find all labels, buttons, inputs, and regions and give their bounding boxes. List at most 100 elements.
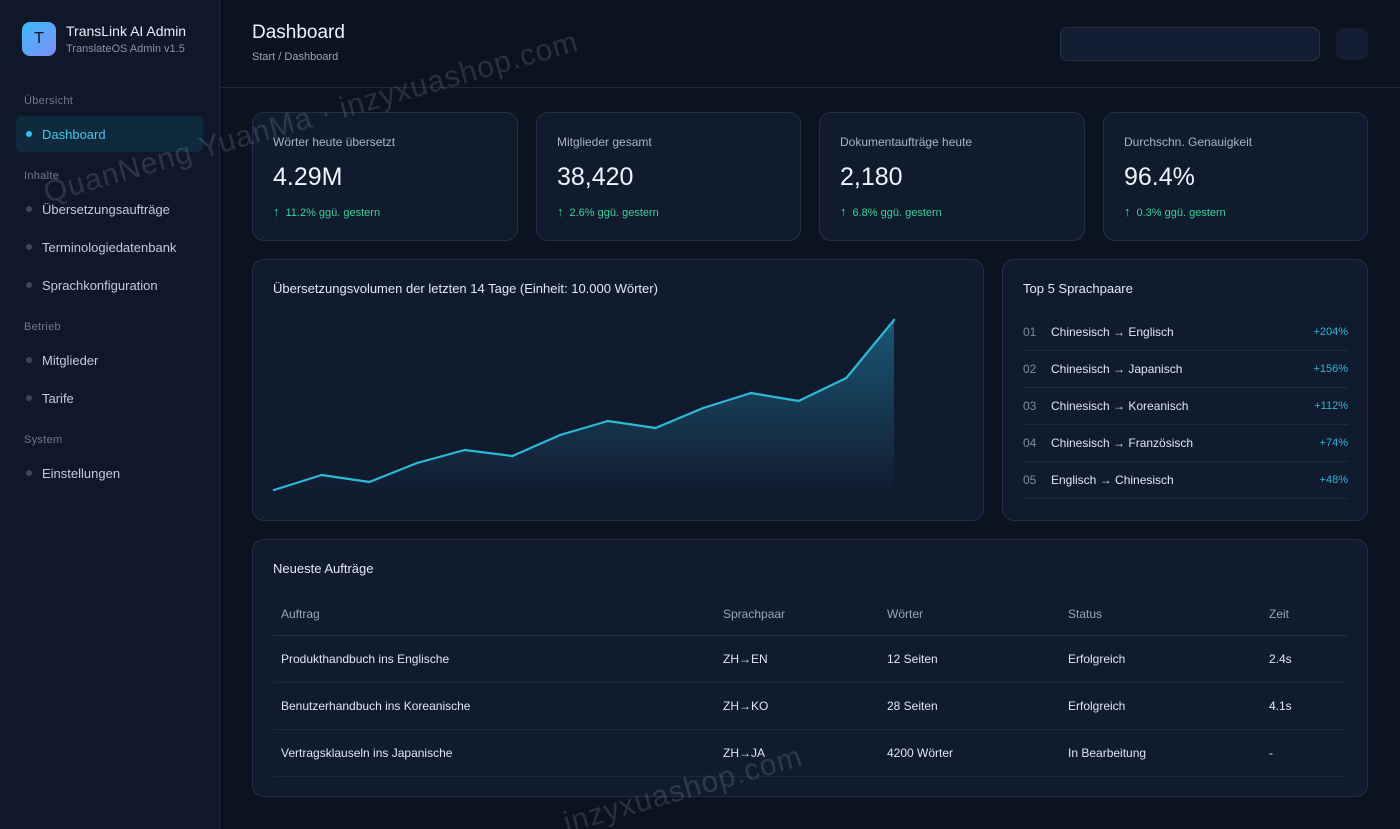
chart-point-8: [606, 419, 610, 423]
column-header-status: Status: [1060, 594, 1261, 636]
nav-section-operations: Betrieb: [24, 321, 61, 333]
chart-point-3: [368, 480, 371, 484]
chart-point-11: [749, 391, 753, 395]
chart-point-9: [654, 426, 657, 430]
cell-time: 4.1s: [1261, 682, 1347, 730]
sidebar-item-translation-jobs[interactable]: Übersetzungsaufträge: [16, 191, 203, 227]
arrow-up-icon: ↑: [840, 204, 847, 219]
pair-name: Chinesisch → Koreanisch: [1051, 399, 1189, 413]
nav-dot-icon: [26, 395, 32, 401]
sidebar-item-language-config[interactable]: Sprachkonfiguration: [16, 267, 203, 303]
cell-time: -: [1261, 729, 1347, 777]
chart-point-6: [511, 454, 514, 458]
status-badge: Erfolgreich: [1060, 635, 1261, 683]
chart-point-5: [463, 448, 466, 452]
list-item: 05 Englisch → Chinesisch +48%: [1023, 462, 1348, 499]
cell-task: Benutzerhandbuch ins Koreanische: [273, 682, 715, 730]
latest-orders-title: Neueste Aufträge: [273, 561, 374, 576]
cell-words: 28 Seiten: [879, 682, 1060, 730]
arrow-up-icon: ↑: [273, 204, 280, 219]
top-pairs-list: 01 Chinesisch → Englisch +204% 02 Chines…: [1023, 314, 1348, 499]
table-row[interactable]: Vertragsklauseln ins Japanische ZH→JA 42…: [273, 729, 1347, 777]
cell-time: 2.4s: [1261, 635, 1347, 683]
pair-name: Chinesisch → Japanisch: [1051, 362, 1183, 376]
stat-change-text: 2.6% ggü. gestern: [569, 207, 659, 219]
sidebar-item-label: Tarife: [42, 390, 74, 406]
stat-value: 38,420: [557, 163, 634, 191]
chart-series-line: [273, 319, 895, 492]
nav-dot-icon: [26, 131, 32, 137]
cell-words: 4200 Wörter: [879, 729, 1060, 777]
pair-growth: +74%: [1319, 437, 1348, 449]
sidebar-item-members[interactable]: Mitglieder: [16, 342, 203, 378]
pair-growth: +112%: [1314, 400, 1348, 412]
table-row[interactable]: Benutzerhandbuch ins Koreanische ZH→KO 2…: [273, 682, 1347, 730]
nav-dot-icon: [26, 470, 32, 476]
column-header-pair: Sprachpaar: [715, 594, 879, 636]
stat-card-words-today: Wörter heute übersetzt 4.29M ↑ 11.2% ggü.…: [252, 112, 518, 241]
sidebar-item-settings[interactable]: Einstellungen: [16, 455, 203, 491]
orders-table: Auftrag Sprachpaar Wörter Status Zeit Pr…: [273, 594, 1347, 777]
pair-growth: +156%: [1313, 363, 1348, 375]
brand-logo: T: [22, 22, 56, 56]
chart-point-14: [892, 318, 896, 322]
brand-title: TransLink AI Admin: [66, 23, 187, 39]
search-input[interactable]: [1060, 27, 1320, 61]
sidebar-item-dashboard[interactable]: Dashboard: [16, 116, 203, 152]
chart-point-13: [845, 376, 848, 380]
chart-point-10: [702, 406, 705, 410]
volume-chart: [272, 318, 896, 495]
sidebar-item-terminology[interactable]: Terminologiedatenbank: [16, 229, 203, 265]
nav-section-content: Inhalte: [24, 170, 60, 182]
pair-growth: +204%: [1313, 326, 1348, 338]
nav-section-overview: Übersicht: [24, 95, 74, 107]
stat-card-document-jobs: Dokumentaufträge heute 2,180 ↑ 6.8% ggü. …: [819, 112, 1085, 241]
table-row[interactable]: Produkthandbuch ins Englische ZH→EN 12 S…: [273, 635, 1347, 683]
chart-area-fill: [274, 320, 894, 495]
stat-change: ↑ 11.2% ggü. gestern: [273, 204, 380, 219]
latest-orders-panel: Neueste Aufträge Auftrag Sprachpaar Wört…: [252, 539, 1368, 797]
nav-dot-icon: [26, 282, 32, 288]
stat-value: 96.4%: [1124, 163, 1195, 191]
chart-point-2: [320, 473, 323, 477]
sidebar-item-label: Terminologiedatenbank: [42, 239, 177, 255]
sidebar-item-plans[interactable]: Tarife: [16, 380, 203, 416]
chart-point-12: [797, 399, 800, 403]
cell-task: Vertragsklauseln ins Japanische: [273, 729, 715, 777]
nav-dot-icon: [26, 206, 32, 212]
header-action-button[interactable]: [1336, 28, 1368, 60]
stat-change: ↑ 6.8% ggü. gestern: [840, 204, 942, 219]
pair-index: 04: [1023, 436, 1037, 450]
pair-name: Chinesisch → Französisch: [1051, 436, 1194, 450]
stat-label: Mitglieder gesamt: [557, 135, 652, 149]
sidebar-item-label: Sprachkonfiguration: [42, 277, 158, 293]
stat-label: Durchschn. Genauigkeit: [1124, 135, 1253, 149]
breadcrumb: Start / Dashboard: [252, 51, 339, 63]
cell-pair: ZH→JA: [715, 729, 879, 777]
sidebar-item-label: Einstellungen: [42, 465, 121, 481]
status-badge: Erfolgreich: [1060, 682, 1261, 730]
pair-index: 05: [1023, 473, 1037, 487]
sidebar-item-label: Übersetzungsaufträge: [42, 201, 170, 217]
brand-text: TransLink AI Admin TranslateOS Admin v1.…: [66, 22, 186, 56]
chart-point-4: [415, 461, 419, 465]
cell-task: Produkthandbuch ins Englische: [273, 635, 715, 683]
stat-card-members-total: Mitglieder gesamt 38,420 ↑ 2.6% ggü. gest…: [536, 112, 801, 241]
cell-words: 12 Seiten: [879, 635, 1060, 683]
status-badge: In Bearbeitung: [1060, 729, 1261, 777]
pair-index: 03: [1023, 399, 1037, 413]
volume-chart-panel: Übersetzungsvolumen der letzten 14 Tage …: [252, 259, 984, 521]
page-title: Dashboard: [252, 22, 345, 43]
stat-change: ↑ 2.6% ggü. gestern: [557, 204, 659, 219]
brand-subtitle: TranslateOS Admin v1.5: [66, 43, 185, 55]
pair-name: Englisch → Chinesisch: [1051, 473, 1174, 487]
chart-point-1: [272, 488, 276, 492]
stat-value: 2,180: [840, 163, 903, 191]
column-header-task: Auftrag: [273, 594, 715, 636]
table-header-row: Auftrag Sprachpaar Wörter Status Zeit: [273, 594, 1347, 636]
arrow-up-icon: ↑: [1124, 204, 1131, 219]
arrow-up-icon: ↑: [557, 204, 564, 219]
list-item: 03 Chinesisch → Koreanisch +112%: [1023, 388, 1348, 425]
stat-change-text: 0.3% ggü. gestern: [1136, 207, 1226, 219]
